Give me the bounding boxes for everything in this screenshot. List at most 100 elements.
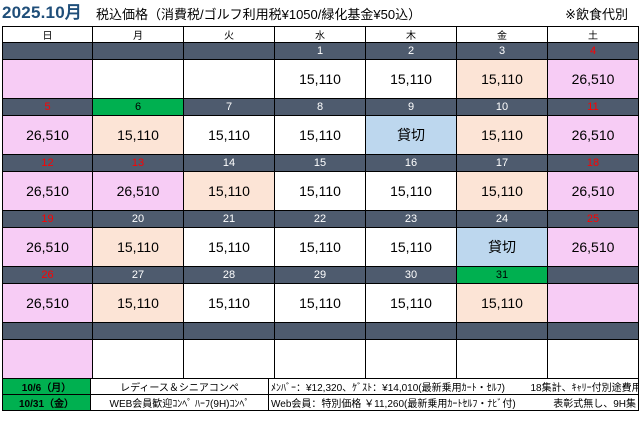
date-number (365, 322, 457, 340)
price-cell[interactable]: 15,110 (456, 283, 548, 323)
price-cell[interactable]: 15,110 (365, 283, 457, 323)
date-number (183, 42, 275, 60)
date-number: 19 (2, 210, 93, 228)
price-cell[interactable]: 26,510 (547, 59, 639, 99)
date-number: 4 (547, 42, 639, 60)
date-number-highlighted: 6 (92, 98, 184, 116)
date-number: 13 (92, 154, 184, 172)
price-cell[interactable]: 26,510 (547, 227, 639, 267)
price-cell[interactable]: 15,110 (183, 227, 275, 267)
weekday-wed: 水 (274, 26, 366, 43)
price-row (2, 339, 639, 379)
price-cell[interactable]: 15,110 (456, 171, 548, 211)
price-cell[interactable]: 15,110 (365, 59, 457, 99)
date-number-row: 5 6 7 8 9 10 11 (2, 98, 639, 116)
reserved-cell[interactable]: 貸切 (456, 227, 548, 267)
price-cell[interactable]: 15,110 (92, 115, 184, 155)
date-number: 22 (274, 210, 366, 228)
price-cell[interactable]: 26,510 (547, 115, 639, 155)
price-cell[interactable]: 15,110 (274, 227, 366, 267)
price-cell[interactable]: 26,510 (2, 283, 93, 323)
weekday-tue: 火 (183, 26, 275, 43)
date-number (2, 42, 93, 60)
date-number (547, 322, 639, 340)
date-number (547, 266, 639, 284)
price-cell[interactable]: 15,110 (92, 227, 184, 267)
date-number: 2 (365, 42, 457, 60)
date-number: 21 (183, 210, 275, 228)
price-calendar: 日 月 火 水 木 金 土 1 2 3 4 15,110 15,110 15,110 26,5… (2, 26, 639, 379)
weekday-sun: 日 (2, 26, 93, 43)
price-cell[interactable]: 26,510 (92, 171, 184, 211)
price-cell[interactable]: 15,110 (274, 115, 366, 155)
date-number: 24 (456, 210, 548, 228)
date-number: 20 (92, 210, 184, 228)
date-number-row: 19 20 21 22 23 24 25 (2, 210, 639, 228)
date-number: 16 (365, 154, 457, 172)
date-number (456, 322, 548, 340)
date-number: 15 (274, 154, 366, 172)
event-name[interactable]: WEB会員歓迎ｺﾝﾍﾟ ﾊｰﾌ(9H)ｺﾝﾍﾟ (90, 394, 269, 411)
price-row: 26,510 15,110 15,110 15,110 15,110 15,110 (2, 283, 639, 323)
date-number: 30 (365, 266, 457, 284)
tax-note: 税込価格（消費税/ゴルフ利用税¥1050/緑化基金¥50込） (96, 7, 422, 22)
price-cell (183, 59, 275, 99)
date-number-row: 12 13 14 15 16 17 18 (2, 154, 639, 172)
event-date: 10/6（月） (2, 378, 91, 395)
price-cell[interactable]: 15,110 (183, 171, 275, 211)
price-row: 26,510 15,110 15,110 15,110 15,110 貸切 26,510 (2, 227, 639, 267)
date-number: 5 (2, 98, 93, 116)
event-date: 10/31（金） (2, 394, 91, 411)
calendar-header: 2025.10月 税込価格（消費税/ゴルフ利用税¥1050/緑化基金¥50込） … (0, 0, 640, 26)
date-number: 25 (547, 210, 639, 228)
event-extra: 18集計、ｷｬﾘｰ付別途費用 (528, 378, 639, 395)
price-cell (2, 59, 93, 99)
date-number: 7 (183, 98, 275, 116)
price-cell[interactable]: 15,110 (365, 171, 457, 211)
price-cell[interactable]: 15,110 (274, 59, 366, 99)
date-number-highlighted: 31 (456, 266, 548, 284)
price-cell[interactable]: 15,110 (365, 227, 457, 267)
price-cell[interactable]: 15,110 (456, 115, 548, 155)
price-cell[interactable]: 15,110 (183, 115, 275, 155)
event-extra: 表彰式無し、9H集 (528, 394, 639, 411)
date-number: 10 (456, 98, 548, 116)
price-cell[interactable]: 26,510 (2, 227, 93, 267)
date-number: 26 (2, 266, 93, 284)
date-number: 3 (456, 42, 548, 60)
date-number: 11 (547, 98, 639, 116)
price-cell[interactable]: 15,110 (456, 59, 548, 99)
date-number-row: 26 27 28 29 30 31 (2, 266, 639, 284)
date-number: 14 (183, 154, 275, 172)
date-number: 8 (274, 98, 366, 116)
price-cell[interactable]: 15,110 (183, 283, 275, 323)
meal-note: ※飲食代別 (565, 7, 628, 22)
date-number (92, 42, 184, 60)
date-number (183, 322, 275, 340)
price-cell (547, 283, 639, 323)
event-price: Web会員：特別価格 ￥11,260(最新乗用ｶｰﾄｾﾙﾌ・ﾅﾋﾞ付) (268, 394, 529, 411)
reserved-cell[interactable]: 貸切 (365, 115, 457, 155)
date-number: 1 (274, 42, 366, 60)
date-number (92, 322, 184, 340)
price-row: 15,110 15,110 15,110 26,510 (2, 59, 639, 99)
price-cell[interactable]: 26,510 (547, 171, 639, 211)
date-number: 27 (92, 266, 184, 284)
date-number: 23 (365, 210, 457, 228)
price-cell[interactable]: 15,110 (274, 283, 366, 323)
price-cell (92, 339, 184, 379)
price-cell[interactable]: 15,110 (274, 171, 366, 211)
price-cell[interactable]: 26,510 (2, 171, 93, 211)
weekday-sat: 土 (547, 26, 639, 43)
price-row: 26,510 26,510 15,110 15,110 15,110 15,110 26,5… (2, 171, 639, 211)
month-title: 2025.10月 (2, 3, 83, 22)
date-number: 17 (456, 154, 548, 172)
date-number: 18 (547, 154, 639, 172)
price-cell[interactable]: 15,110 (92, 283, 184, 323)
price-cell[interactable]: 26,510 (2, 115, 93, 155)
date-number (2, 322, 93, 340)
event-name[interactable]: レディース＆シニアコンペ (90, 378, 269, 395)
price-cell (274, 339, 366, 379)
events-table: 10/6（月） レディース＆シニアコンペ ﾒﾝﾊﾞｰ：¥12,320、ｹﾞｽﾄ：… (2, 378, 639, 411)
